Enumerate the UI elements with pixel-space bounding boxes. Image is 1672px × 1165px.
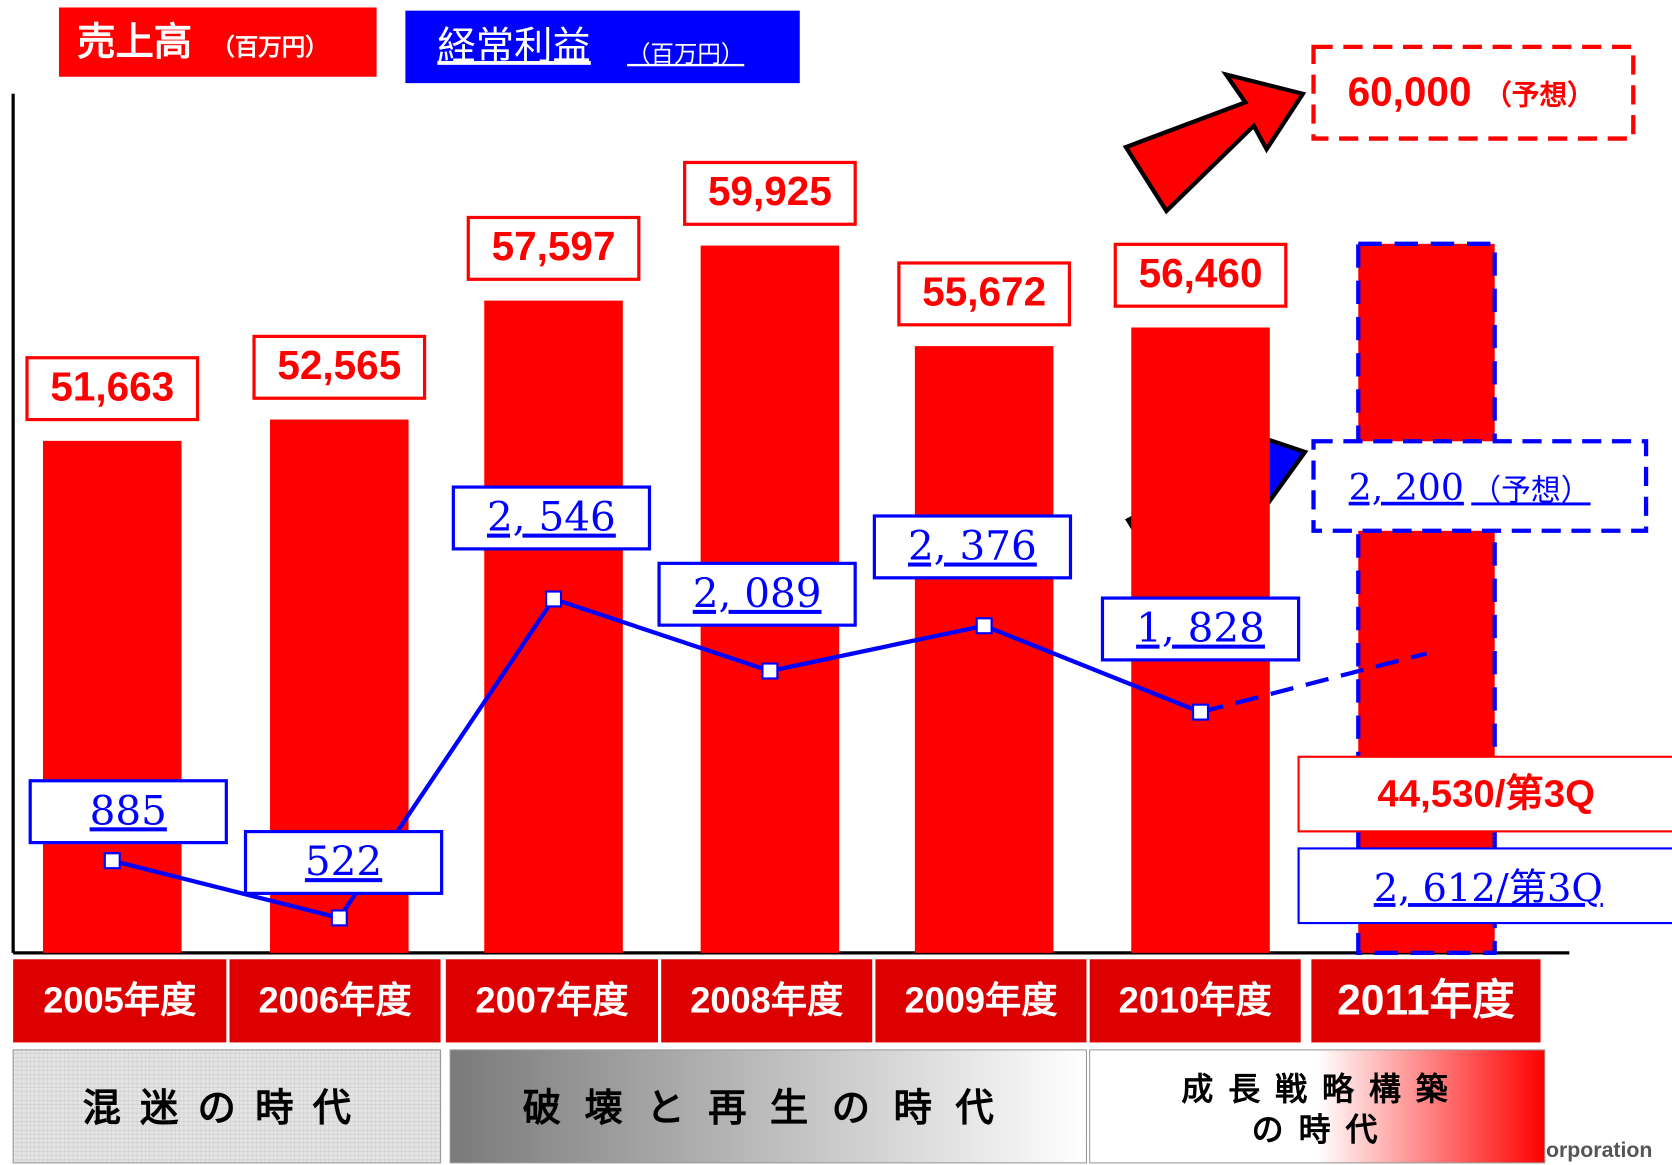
forecast-line xyxy=(1199,651,1428,715)
forecast-box xyxy=(1311,439,1649,533)
category-box xyxy=(229,959,441,1043)
value-label: 51,663 xyxy=(50,363,174,409)
era-label: の時代 xyxy=(1252,1111,1393,1147)
era-label: 破壊と再生の時代 xyxy=(523,1087,1017,1130)
q3-label: 2, 612/第3Q xyxy=(1374,866,1603,911)
x-tick-label: 2007年度 xyxy=(475,980,629,1021)
bar xyxy=(42,440,182,953)
era-label: 混迷の時代 xyxy=(82,1087,370,1130)
value-label: 55,672 xyxy=(922,269,1046,315)
marker xyxy=(545,590,563,608)
era-box xyxy=(1089,1049,1546,1164)
legend-unit: （百万円） xyxy=(627,40,744,68)
legend-label: 経常利益 xyxy=(437,24,590,69)
value-label: 52,565 xyxy=(277,342,401,388)
x-tick-label: 2009年度 xyxy=(904,980,1058,1021)
value-label: 1, 828 xyxy=(1136,604,1265,652)
value-label-box xyxy=(897,261,1072,327)
line xyxy=(111,596,1202,921)
value-label-box xyxy=(872,514,1073,580)
forecast-value: 60,000 xyxy=(1348,69,1472,115)
x-tick-label: 2011年度 xyxy=(1337,976,1515,1024)
bar xyxy=(914,346,1054,953)
value-label: 59,925 xyxy=(708,168,832,214)
footer: orporation xyxy=(1546,1138,1652,1162)
category-box xyxy=(661,959,873,1043)
value-label: 2, 089 xyxy=(693,569,822,617)
q3-label: 44,530/第3Q xyxy=(1377,772,1595,815)
era-box xyxy=(449,1049,1088,1164)
legend-box xyxy=(58,7,377,77)
x-tick-label: 2006年度 xyxy=(259,980,413,1021)
value-label: 2, 376 xyxy=(908,522,1037,570)
value-label: 56,460 xyxy=(1139,250,1263,296)
q3-box xyxy=(1297,847,1672,925)
marker xyxy=(761,662,779,680)
category-box xyxy=(875,959,1087,1043)
value-label-box xyxy=(466,215,641,281)
value-label-box xyxy=(1113,242,1288,308)
marker xyxy=(330,909,348,927)
x-tick-label: 2005年度 xyxy=(43,980,197,1021)
x-tick-label: 2008年度 xyxy=(690,980,844,1021)
value-label-box xyxy=(252,334,427,400)
value-label: 57,597 xyxy=(492,223,616,269)
era-label: 成長戦略構築 xyxy=(1181,1071,1462,1107)
arrow xyxy=(1122,71,1307,215)
x-tick-label: 2010年度 xyxy=(1119,980,1273,1021)
forecast-value: 2, 200 xyxy=(1349,466,1464,509)
bar xyxy=(484,300,623,953)
value-label-box xyxy=(451,485,652,551)
forecast-note: （予想） xyxy=(1471,473,1590,508)
value-label-box xyxy=(28,779,228,845)
category-box xyxy=(1089,959,1301,1043)
category-box xyxy=(1311,959,1541,1043)
forecast-box xyxy=(1311,44,1636,141)
value-label-box xyxy=(25,356,200,422)
value-label-box xyxy=(243,829,444,895)
value-label: 522 xyxy=(305,837,382,885)
legend-unit: （百万円） xyxy=(211,34,328,60)
value-label-box xyxy=(657,561,857,627)
bar xyxy=(1356,241,1497,956)
value-label-box xyxy=(1100,596,1301,662)
value-label: 885 xyxy=(90,786,167,834)
value-label: 2, 546 xyxy=(487,493,616,541)
marker xyxy=(975,617,993,635)
category-box xyxy=(445,959,658,1043)
q3-box xyxy=(1297,755,1672,833)
marker xyxy=(1192,703,1210,721)
value-label-box xyxy=(683,160,857,226)
marker xyxy=(103,852,121,870)
forecast-note: （予想） xyxy=(1484,79,1595,110)
legend-label: 売上高 xyxy=(77,21,192,64)
category-box xyxy=(13,959,227,1043)
legend-box xyxy=(405,10,800,84)
era-box xyxy=(12,1049,442,1164)
